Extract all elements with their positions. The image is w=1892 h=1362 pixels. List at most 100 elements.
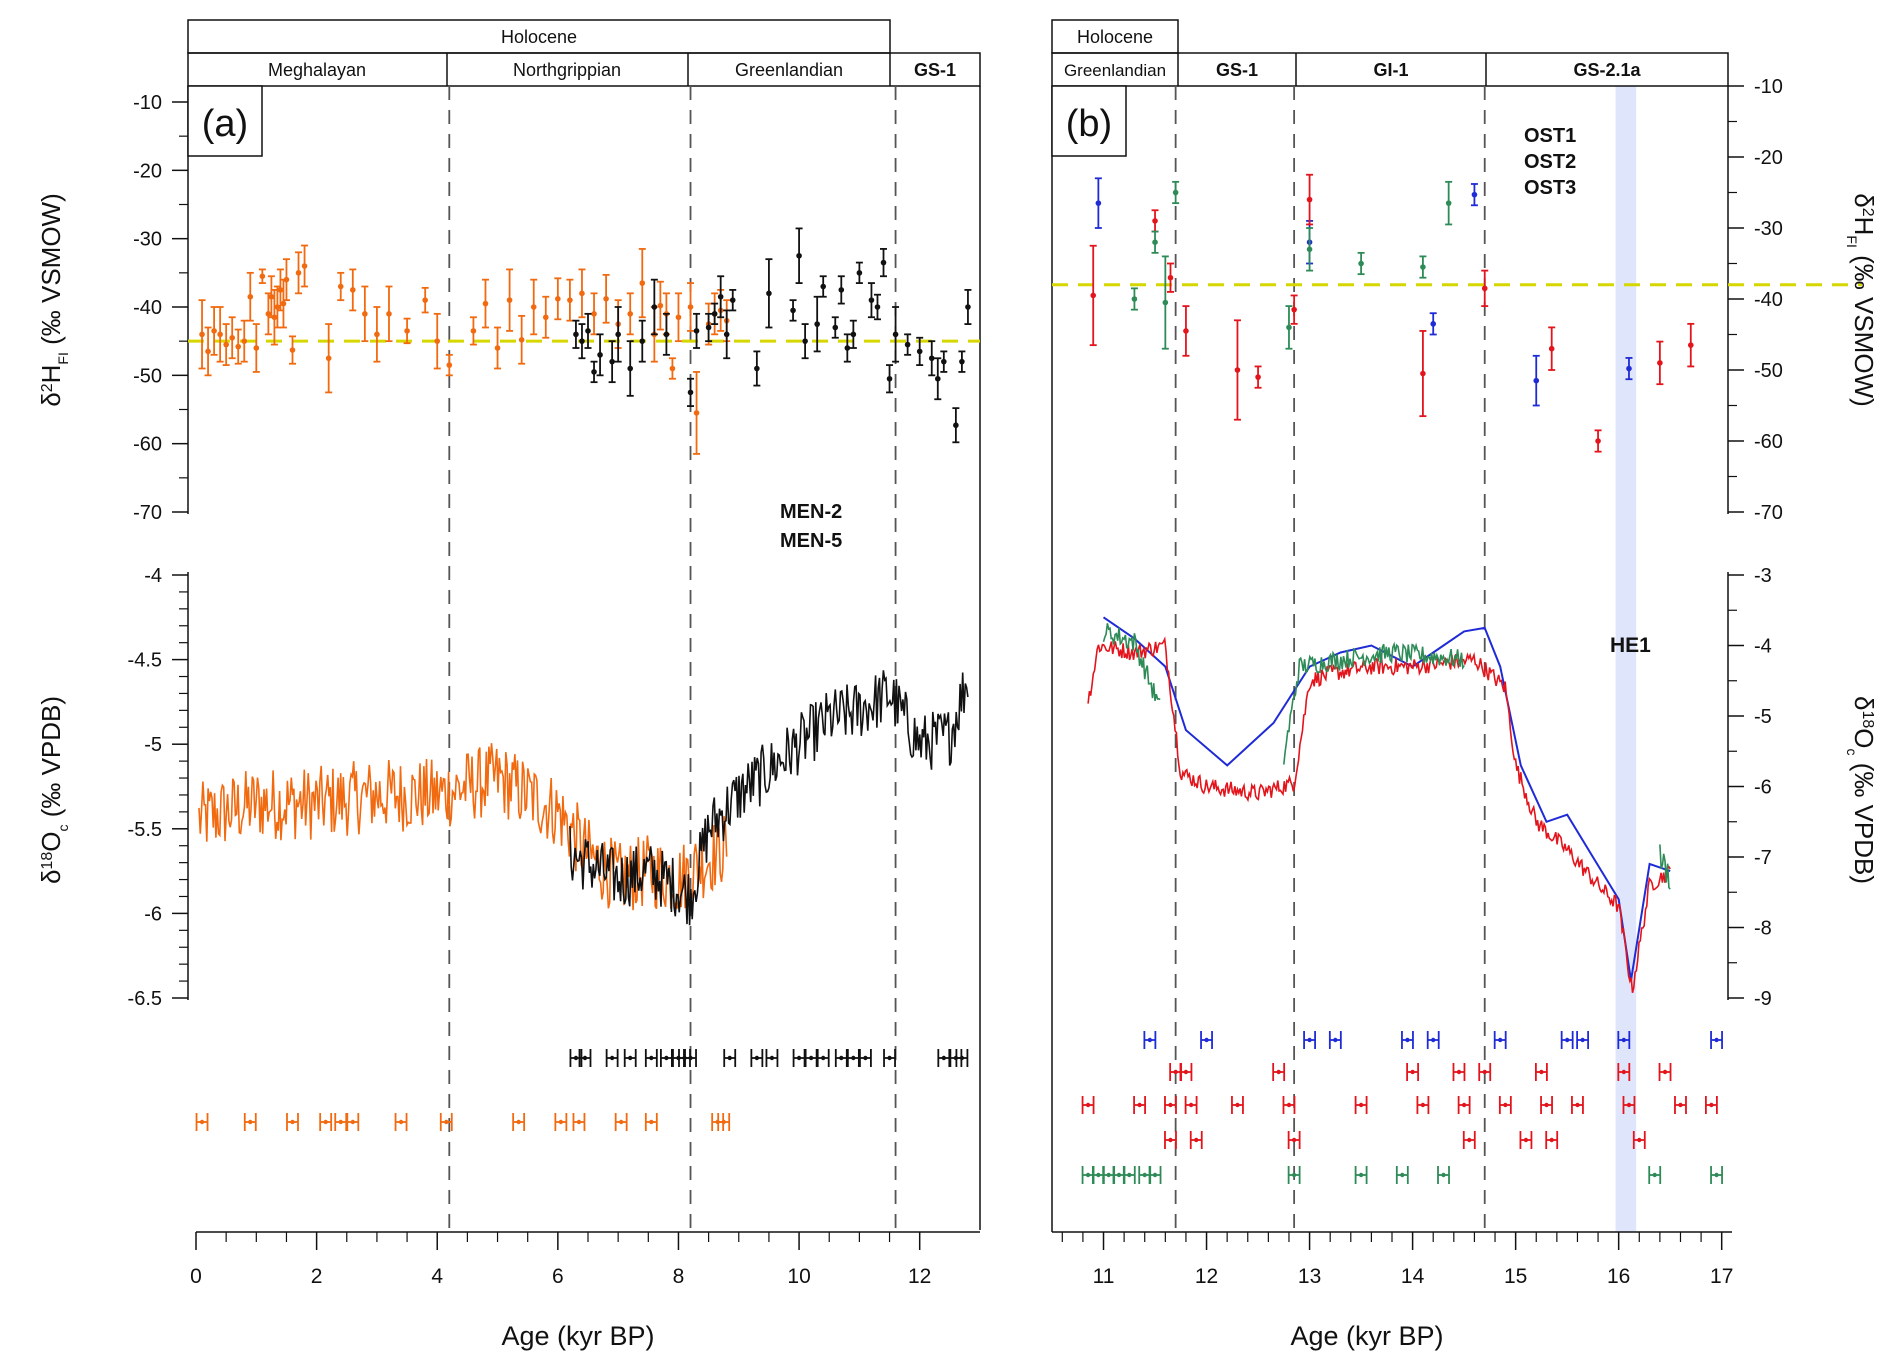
data-point (1233, 319, 1241, 421)
panel-b-ytick-label: -10 (1754, 76, 1783, 98)
dating-row-men-5-ages (195, 1113, 731, 1131)
panel-b-legend: OST1 OST2 OST3 (1524, 125, 1576, 199)
dating-mark (623, 1049, 637, 1067)
panel-a-epoch-label: Holocene (501, 27, 577, 47)
data-point (892, 306, 900, 363)
data-point (554, 277, 562, 321)
data-point (711, 302, 719, 325)
dating-mark (792, 1049, 806, 1067)
panel-b-ytick-label: -60 (1754, 431, 1783, 453)
dating-mark (1354, 1096, 1368, 1114)
panel-a-xtick-label: 4 (431, 1265, 443, 1288)
data-point (940, 350, 948, 373)
panel-a: Holocene Meghalayan Northgrippian Greenl… (36, 19, 981, 1351)
data-point (349, 268, 357, 312)
data-point (325, 323, 333, 394)
data-point (765, 258, 773, 329)
data-point (578, 323, 586, 360)
dating-mark (578, 1049, 592, 1067)
data-point (530, 278, 538, 336)
dating-mark (614, 1113, 628, 1131)
panel-a-stage-gs1: GS-1 (914, 60, 956, 80)
dating-mark (1540, 1096, 1553, 1114)
series-men-5-o (198, 743, 728, 911)
data-point (916, 336, 924, 366)
series-ost3-o-gi-1- (1283, 641, 1465, 765)
dating-mark (1282, 1096, 1296, 1114)
dating-mark (859, 1049, 872, 1067)
data-point (596, 333, 604, 377)
data-point (873, 293, 881, 321)
data-point (717, 275, 725, 319)
data-point (584, 312, 592, 349)
panel-a-top-ylabel: δ2HFI (‰ VSMOW) (36, 193, 71, 407)
panel-b-bottom-ylabel: δ18Oc (‰ VPDB) (1844, 696, 1879, 884)
dating-mark (846, 1049, 860, 1067)
data-point (1357, 251, 1365, 276)
dating-mark (1164, 1096, 1177, 1114)
data-point (1625, 357, 1633, 381)
data-point (445, 353, 453, 377)
dating-mark (1133, 1096, 1146, 1114)
dating-mark (1710, 1166, 1723, 1184)
panel-a-ytick-label: -50 (133, 365, 162, 387)
data-point (656, 280, 664, 331)
dating-mark (1081, 1166, 1095, 1184)
dating-mark (1179, 1063, 1193, 1081)
dating-mark (816, 1049, 830, 1067)
panel-a-xtick-label: 10 (787, 1265, 810, 1288)
data-point (662, 312, 670, 356)
panel-a-top-yaxis: -10 -20 -30 -40 -50 -60 -70 (133, 86, 189, 524)
panel-b-stage-gi1: GI-1 (1373, 60, 1408, 80)
panel-b-ytick-label: -9 (1754, 988, 1772, 1010)
panel-b-xlabel: Age (kyr BP) (1290, 1321, 1443, 1351)
data-point (222, 323, 230, 366)
dating-mark (1328, 1031, 1342, 1049)
dating-mark (1148, 1166, 1162, 1184)
panel-a-stage-meghalayan: Meghalayan (268, 60, 366, 80)
dating-mark (1534, 1063, 1548, 1081)
panel-b-ytick-label: -50 (1754, 360, 1783, 382)
data-point (693, 371, 701, 455)
data-point (572, 319, 580, 349)
data-point (1290, 294, 1298, 325)
data-point (855, 261, 863, 284)
series-men-2-h (572, 227, 972, 444)
data-point (1470, 183, 1478, 207)
data-point (234, 328, 242, 365)
dating-mark (1617, 1031, 1631, 1049)
dating-mark (572, 1113, 586, 1131)
data-point (1481, 269, 1489, 308)
dating-mark (1710, 1031, 1723, 1049)
dating-mark (883, 1049, 896, 1067)
series-line (198, 743, 728, 911)
dating-mark (1493, 1031, 1507, 1049)
dating-mark (723, 1049, 737, 1067)
panel-b-ytick-label: -4 (1754, 636, 1772, 658)
data-point (1151, 230, 1159, 254)
series-line (1102, 616, 1671, 981)
data-point (638, 248, 646, 319)
panel-a-ytick-label: -30 (133, 229, 162, 251)
series-ost3-o-late- (1659, 844, 1671, 890)
dating-mark (1416, 1096, 1430, 1114)
data-point (831, 316, 839, 339)
data-point (1687, 322, 1695, 368)
data-point (789, 299, 797, 322)
dating-mark (1658, 1063, 1672, 1081)
panel-b-ytick-label: -70 (1754, 502, 1783, 524)
data-point (952, 407, 960, 444)
dating-mark (512, 1113, 526, 1131)
series-ost2-o (1087, 636, 1671, 993)
series-ost2-h (1089, 173, 1695, 453)
dating-mark (1576, 1031, 1590, 1049)
data-point (626, 292, 634, 336)
dating-mark (1674, 1096, 1687, 1114)
panel-a-xtick-label: 12 (908, 1265, 931, 1288)
data-point (880, 248, 888, 278)
data-point (1094, 177, 1102, 229)
data-point (1172, 180, 1180, 205)
dating-mark (1231, 1096, 1244, 1114)
data-point (602, 273, 610, 324)
data-point (204, 326, 212, 377)
